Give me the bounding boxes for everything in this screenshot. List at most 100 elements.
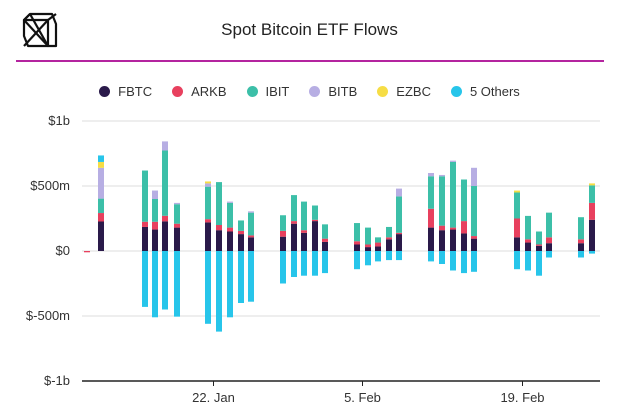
- bar-arkb: [174, 223, 180, 228]
- bar-fbtc: [396, 234, 402, 251]
- legend-item-ibit[interactable]: IBIT: [246, 84, 289, 99]
- bar-arkb: [322, 238, 328, 242]
- bar-ibit: [375, 237, 381, 243]
- bar-bitb: [439, 174, 445, 177]
- bar-neg-5-others: [291, 251, 297, 277]
- x-tick-label: 5. Feb: [344, 390, 381, 405]
- bar-fbtc: [428, 227, 434, 251]
- bar-arkb: [142, 221, 148, 227]
- y-tick-label: $-500m: [26, 308, 70, 323]
- legend-label: ARKB: [191, 84, 227, 99]
- bar-neg-5-others: [248, 251, 254, 302]
- bar-neg-5-others: [152, 251, 158, 318]
- bar-neg-5-others: [589, 251, 595, 254]
- chart-title: Spot Bitcoin ETF Flows: [221, 20, 398, 39]
- bar-neg-5-others: [216, 251, 222, 332]
- legend-item-ezbc[interactable]: EZBC: [377, 84, 431, 99]
- bar-ibit: [227, 202, 233, 228]
- legend-item-arkb[interactable]: ARKB: [172, 84, 227, 99]
- bar-fbtc: [365, 247, 371, 251]
- bar-ezbc: [514, 190, 520, 193]
- bar-fbtc: [301, 232, 307, 251]
- bar-ibit: [174, 204, 180, 224]
- bar-arkb: [162, 215, 168, 222]
- bar-arkb: [98, 213, 104, 222]
- bar-arkb: [375, 242, 381, 247]
- bar-arkb: [525, 239, 531, 243]
- title-divider: [16, 60, 604, 62]
- bar-neg-5-others: [205, 251, 211, 324]
- bar-fbtc: [162, 221, 168, 251]
- legend-swatch: [450, 86, 462, 97]
- legend-label: EZBC: [396, 84, 431, 99]
- bar-ibit: [386, 226, 392, 238]
- legend-swatch: [246, 86, 258, 97]
- bar-5-others: [98, 155, 104, 162]
- bar-arkb: [227, 227, 233, 232]
- bar-ibit: [365, 227, 371, 245]
- bar-neg-5-others: [312, 251, 318, 276]
- bar-fbtc: [525, 242, 531, 251]
- bar-arkb: [238, 230, 244, 235]
- bar-arkb: [152, 221, 158, 230]
- bar-neg-5-others: [396, 251, 402, 261]
- bar-bitb: [162, 141, 168, 151]
- x-tick-label: 22. Jan: [192, 390, 235, 405]
- bar-arkb: [354, 241, 360, 245]
- bar-ibit: [248, 212, 254, 236]
- bar-fbtc: [375, 246, 381, 251]
- legend-item-fbtc[interactable]: FBTC: [99, 84, 152, 99]
- bar-arkb: [536, 244, 542, 246]
- bar-fbtc: [248, 237, 254, 251]
- legend-item-bitb[interactable]: BITB: [309, 84, 357, 99]
- bar-bitb: [205, 183, 211, 187]
- bar-bitb: [98, 167, 104, 199]
- y-tick-label: $500m: [30, 178, 70, 193]
- bar-ibit: [238, 220, 244, 231]
- bar-ibit: [396, 196, 402, 233]
- bar-neg-5-others: [322, 251, 328, 274]
- bar-arkb: [578, 239, 584, 244]
- bar-ibit: [205, 186, 211, 220]
- bar-ibit: [291, 195, 297, 222]
- bar-arkb: [439, 225, 445, 231]
- bar-neg-5-others: [227, 251, 233, 318]
- bar-bitb: [152, 190, 158, 199]
- bar-neg-5-others: [301, 251, 307, 276]
- bar-ezbc: [98, 161, 104, 168]
- bar-ibit: [546, 212, 552, 238]
- bar-neg-5-others: [546, 251, 552, 258]
- bar-ibit: [322, 224, 328, 239]
- bar-fbtc: [536, 245, 542, 251]
- bar-fbtc: [291, 223, 297, 251]
- bar-fbtc: [312, 221, 318, 251]
- bar-ibit: [216, 182, 222, 225]
- bar-arkb: [291, 221, 297, 224]
- bar-neg-5-others: [280, 251, 286, 284]
- y-tick-label: $1b: [48, 113, 70, 128]
- bar-arkb: [396, 232, 402, 235]
- cube-icon: [22, 12, 58, 48]
- bar-arkb: [205, 219, 211, 223]
- bar-fbtc: [354, 244, 360, 251]
- bar-ibit: [536, 231, 542, 245]
- bar-fbtc: [238, 234, 244, 251]
- bar-fbtc: [152, 229, 158, 251]
- bar-ibit: [301, 201, 307, 231]
- bar-fbtc: [205, 222, 211, 251]
- bar-ibit: [428, 176, 434, 209]
- legend-label: BITB: [328, 84, 358, 99]
- legend-swatch: [172, 86, 184, 97]
- bar-neg-5-others: [439, 251, 445, 264]
- bar-arkb: [471, 236, 477, 239]
- bar-ibit: [280, 215, 286, 231]
- bar-ibit: [354, 223, 360, 242]
- bar-arkb: [312, 219, 318, 222]
- legend-item-5-others[interactable]: 5 Others: [450, 84, 520, 99]
- bar-bitb: [471, 167, 477, 186]
- bar-neg-5-others: [428, 251, 434, 262]
- bar-neg-5-others: [162, 251, 168, 310]
- y-tick-label: $0: [56, 243, 70, 258]
- bar-fbtc: [546, 243, 552, 251]
